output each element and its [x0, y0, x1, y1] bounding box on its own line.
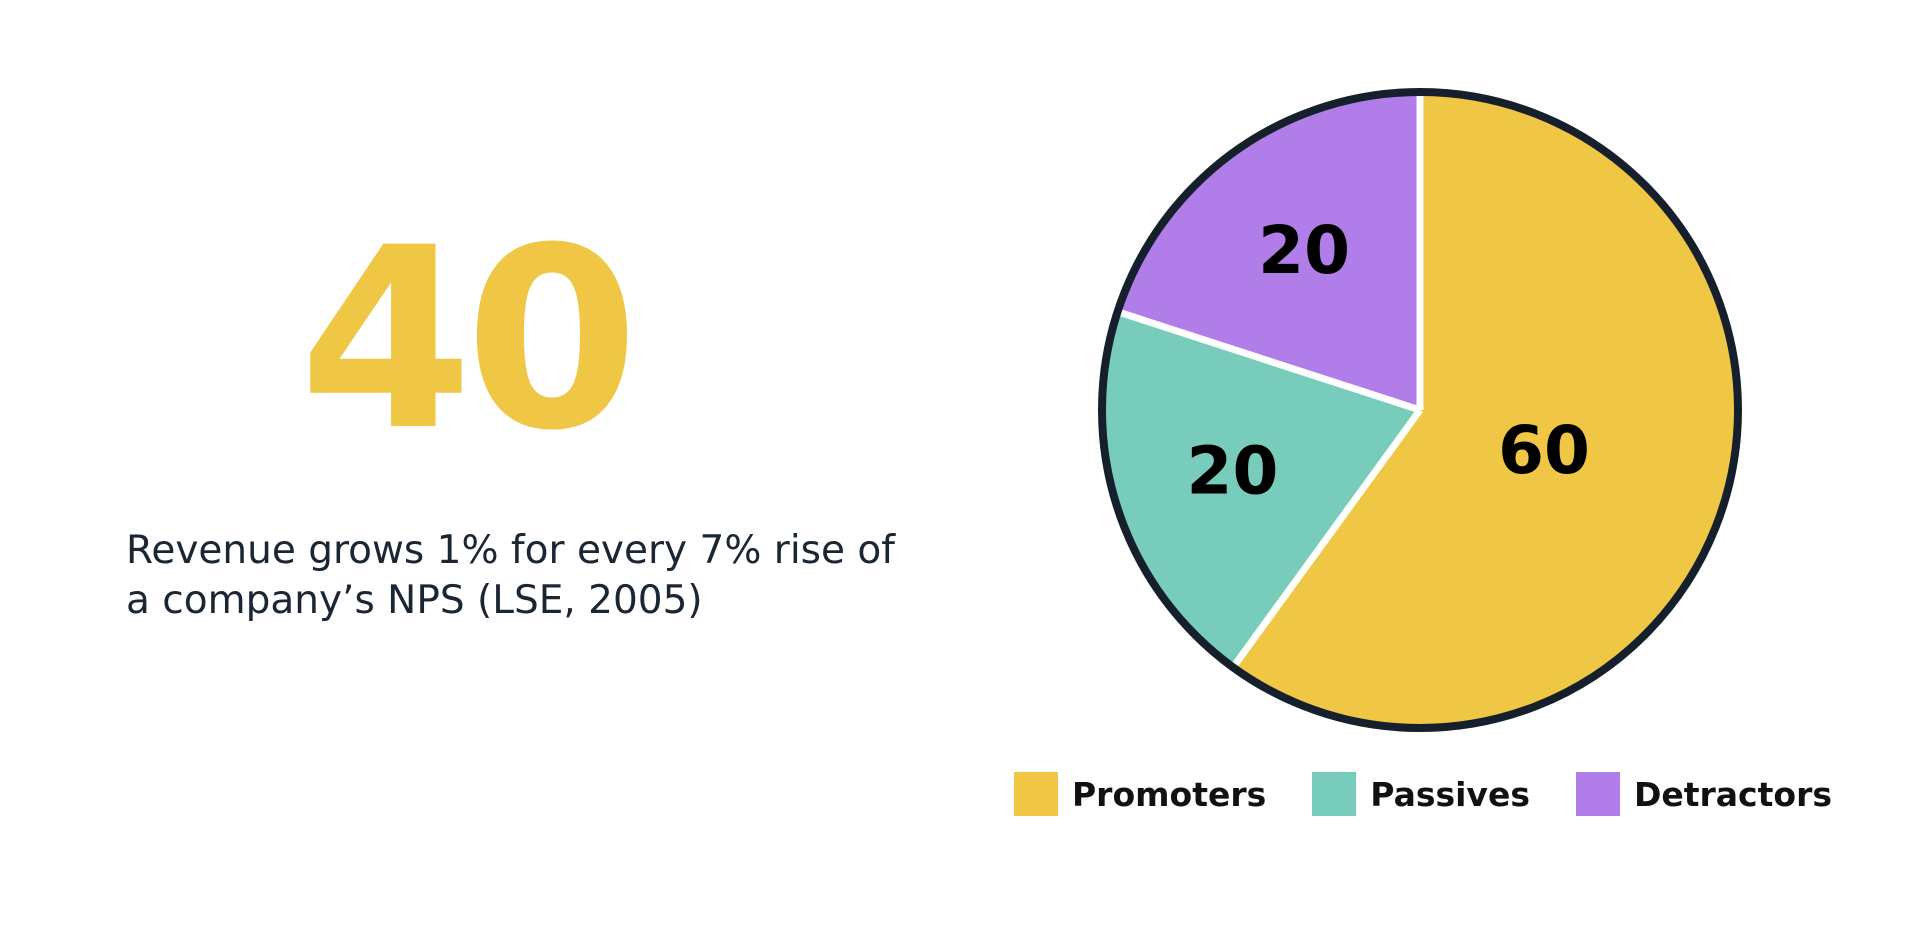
nps-pie-chart: 60 20 20 [1098, 88, 1742, 732]
pie-label-promoters: 60 [1498, 412, 1590, 489]
pie-slice-passives [1102, 311, 1420, 668]
caption-line-2: a company’s NPS (LSE, 2005) [126, 578, 703, 623]
caption-line-1: Revenue grows 1% for every 7% rise of [126, 528, 895, 573]
legend-label-detractors: Detractors [1633, 774, 1832, 814]
pie-slice-promoters [1233, 92, 1738, 728]
legend-label-promoters: Promoters [1072, 774, 1267, 814]
legend-swatch-detractors [1575, 772, 1620, 816]
pie-separator [1116, 308, 1422, 414]
legend-item-promoters: Promoters [1014, 772, 1266, 816]
legend-item-passives: Passives [1312, 772, 1530, 816]
pie-label-detractors: 20 [1258, 212, 1350, 289]
nps-score: 40 [299, 194, 639, 485]
legend-label-passives: Passives [1370, 774, 1530, 814]
pie-separator [1230, 407, 1423, 670]
pie-label-passives: 20 [1187, 432, 1279, 509]
chart-legend: Promoters Passives Detractors [1014, 772, 1832, 816]
legend-swatch-promoters [1014, 772, 1058, 816]
legend-swatch-passives [1312, 772, 1357, 816]
nps-caption: Revenue grows 1% for every 7% rise of a … [126, 526, 946, 626]
pie-outline [1098, 88, 1742, 732]
legend-item-detractors: Detractors [1575, 772, 1832, 816]
pie-slice-detractors [1117, 92, 1420, 410]
